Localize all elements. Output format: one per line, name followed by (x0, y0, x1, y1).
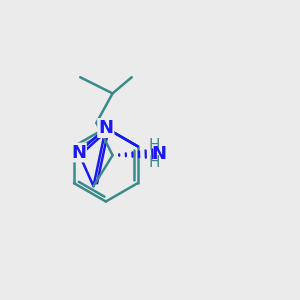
Text: H: H (149, 138, 161, 153)
Text: H: H (149, 154, 161, 169)
Text: N: N (71, 143, 86, 161)
Text: N: N (98, 119, 113, 137)
Text: N: N (151, 145, 166, 163)
Text: N: N (98, 119, 113, 137)
